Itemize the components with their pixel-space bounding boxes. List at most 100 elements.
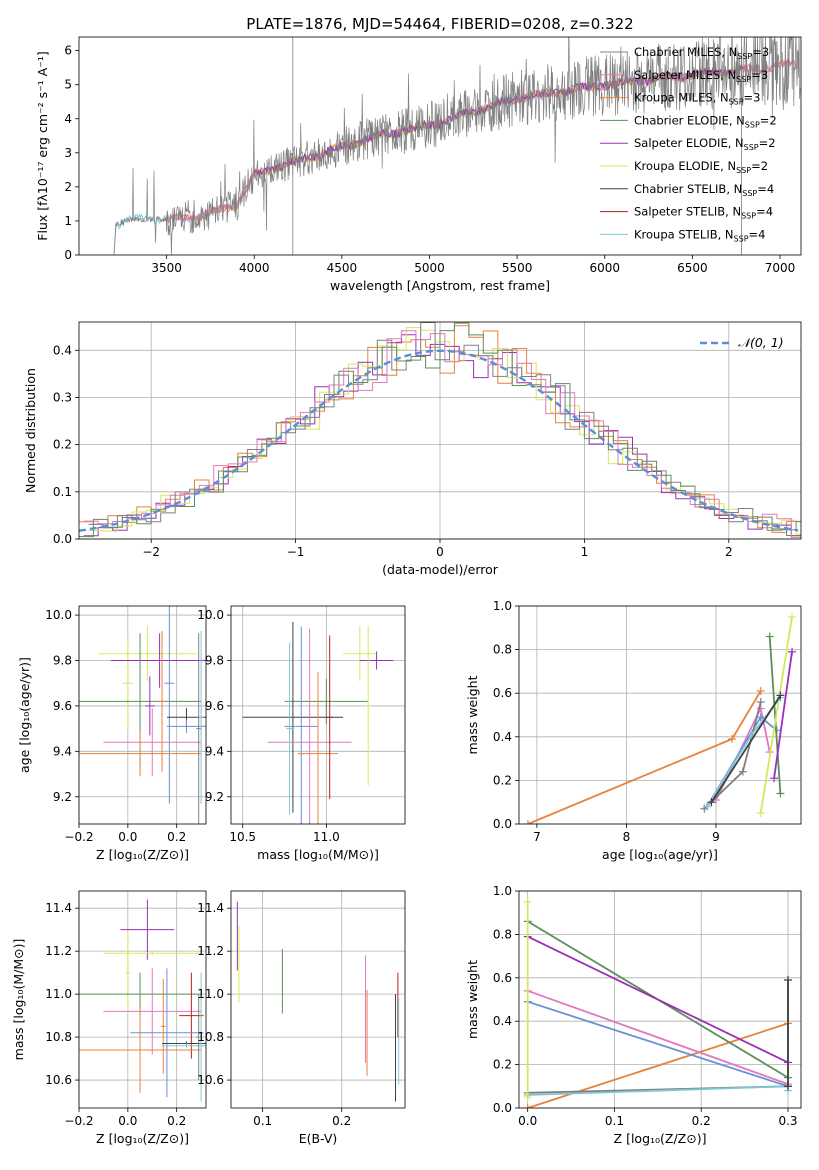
spectrum-ytick-label: 4	[64, 112, 72, 126]
mass_vs_Z-frame	[78, 890, 207, 1109]
mass_vs_ebv-xlabel: E(B-V)	[299, 1131, 338, 1146]
massweight_vs_age-ytick-label: 1.0	[493, 599, 512, 613]
age_vs_Z-ytick-label: 10.0	[45, 608, 72, 622]
massweight_vs_age-ytick-label: 0.6	[493, 686, 512, 700]
mass_vs_ebv-xtick-label: 0.1	[253, 1114, 272, 1128]
age_vs_Z-errorbar	[122, 637, 133, 729]
age_vs_Z-plot-area	[79, 606, 206, 824]
massweight_vs_Z-series-salpeter-elodie	[527, 935, 789, 1064]
age_vs_Z-errorbar	[166, 719, 206, 734]
age_vs_mass-frame	[230, 605, 406, 825]
massweight_vs_age-ytick-label: 0.8	[493, 643, 512, 657]
spectrum-ytick-label: 6	[64, 44, 72, 58]
age_vs_Z-errorbar	[103, 708, 202, 777]
mass_vs_Z-errorbar	[125, 931, 131, 1014]
age_vs_Z-ytick-label: 9.2	[53, 790, 72, 804]
residuals-ytick-label: 0.4	[53, 343, 72, 357]
residuals-frame	[78, 321, 802, 540]
age_vs_mass-xlabel: mass [log₁₀(M/M⊙)]	[257, 847, 379, 862]
massweight_vs_Z-series-extra	[527, 1000, 789, 1088]
mass_vs_ebv-axes: 0.1 0.2 10.6 10.8 11.0 11.2 11.4 E(B-V)	[197, 890, 406, 1146]
massweight_vs_age-ytick-label: 0.2	[493, 773, 512, 787]
mass_vs_ebv-plot-area	[236, 901, 400, 1102]
massweight_vs_age-series-chabrier-stelib	[710, 694, 782, 803]
residuals-ytick-label: 0.1	[53, 485, 72, 499]
massweight_vs_age-point	[770, 774, 779, 783]
legend-label: Salpeter ELODIE, NSSP=2	[634, 136, 776, 152]
legend-label: Chabrier ELODIE, NSSP=2	[634, 113, 777, 129]
age_vs_Z-errorbar	[164, 606, 175, 804]
spectrum-axes: 3500 4000 4500 5000 5500 6000 6500 7000 0 1 2 3 4 5 6 w…	[35, 36, 802, 293]
mass_vs_Z-xtick-label: 0.0	[118, 1114, 137, 1128]
mass_vs_ebv-ytick-label: 10.8	[197, 1030, 224, 1044]
mass_vs_Z-ytick-label: 11.2	[45, 944, 72, 958]
residuals-xlabel: (data-model)/error	[382, 562, 499, 577]
age_vs_Z-ylabel: age [log₁₀(age/yr)]	[17, 657, 32, 773]
spectrum-ytick-label: 5	[64, 78, 72, 92]
age_vs_mass-errorbar	[364, 626, 372, 786]
spectrum-ytick-label: 0	[64, 248, 72, 262]
massweight_vs_age-series-kroupa-elodie	[759, 616, 793, 814]
mass_vs_Z-errorbar	[160, 979, 166, 1074]
massweight_vs_Z-plot-area	[523, 897, 792, 1108]
massweight_vs_Z-point	[523, 1104, 532, 1108]
spectrum-legend-entry: Chabrier STELIB, NSSP=4	[600, 182, 774, 198]
mass_vs_ebv-xtick-label: 0.2	[332, 1114, 351, 1128]
age_vs_Z-errorbar	[157, 630, 167, 772]
massweight_vs_age-point	[756, 687, 765, 696]
mass_vs_Z-plot-area	[79, 899, 206, 1102]
massweight_vs_age-point	[788, 612, 797, 621]
massweight_vs_Z-axes: 0.0 0.1 0.2 0.3 0.0 0.2 0.4 0.6 0.8 1.0 Z [log₁₀(Z…	[465, 884, 802, 1146]
age_vs_Z-xtick-label: −0.2	[64, 830, 93, 844]
age_vs_mass-axes: 10.5 11.0 9.2 9.4 9.6 9.8 10.0 mass [log₁₀(M/M⊙…	[197, 605, 406, 862]
mass_vs_Z-errorbar	[179, 972, 204, 1059]
massweight_vs_Z-series-salpeter-miles	[527, 989, 789, 1085]
residual-histogram-chabrier-elodie	[79, 322, 801, 538]
massweight_vs_age-axes: 7 8 9 0.0 0.2 0.4 0.6 0.8 1.0 age [log₁₀(age/yr)]…	[465, 599, 802, 862]
mass_vs_Z-errorbar	[79, 1007, 202, 1093]
massweight_vs_Z-series-kroupa-stelib	[527, 1085, 789, 1096]
massweight_vs_age-xtick-label: 9	[712, 830, 720, 844]
spectrum-xtick-label: 7000	[765, 261, 796, 275]
mass_vs_Z-xlabel: Z [log₁₀(Z/Z⊙)]	[96, 1131, 189, 1146]
residuals-xtick-label: −2	[142, 545, 160, 559]
mass_vs_Z-ytick-label: 10.6	[45, 1073, 72, 1087]
age_vs_mass-ytick-label: 9.8	[205, 654, 224, 668]
mass_vs_Z-errorbar	[103, 951, 202, 956]
massweight_vs_Z-ytick-label: 1.0	[493, 884, 512, 898]
legend-label: Kroupa ELODIE, NSSP=2	[634, 159, 768, 175]
massweight_vs_age-ytick-label: 0.0	[493, 817, 512, 831]
residuals-ytick-label: 0.3	[53, 390, 72, 404]
spectrum-legend-entry: Chabrier MILES, NSSP=3	[600, 45, 769, 61]
spectrum-xtick-label: 4000	[239, 261, 270, 275]
residuals-ylabel: Normed distribution	[23, 368, 38, 493]
mass_vs_Z-errorbar	[198, 972, 204, 1102]
spectrum-ytick-label: 2	[64, 180, 72, 194]
gaussian-legend-label: 𝒩(0, 1)	[738, 335, 784, 350]
mass_vs_ebv-ytick-label: 11.4	[197, 901, 224, 915]
residuals-ytick-label: 0.0	[53, 532, 72, 546]
massweight_vs_age-point	[756, 697, 765, 706]
massweight_vs_age-ylabel: mass weight	[465, 675, 480, 754]
mass_vs_Z-axes: −0.2 0.0 0.2 10.6 10.8 11.0 11.2 11.4 Z [log₁₀(Z…	[11, 890, 207, 1146]
spectrum-legend-entry: Chabrier ELODIE, NSSP=2	[600, 113, 777, 129]
massweight_vs_Z-xtick-label: 0.1	[605, 1114, 624, 1128]
age_vs_Z-errorbar	[198, 630, 204, 804]
massweight_vs_age-frame	[518, 605, 802, 825]
massweight_vs_Z-point	[523, 1093, 532, 1102]
mass_vs_Z-errorbar	[130, 968, 204, 1098]
age_vs_mass-plot-area	[242, 621, 394, 824]
age_vs_mass-errorbar	[284, 626, 318, 824]
massweight_vs_Z-xtick-label: 0.2	[692, 1114, 711, 1128]
age_vs_mass-errorbar	[297, 671, 339, 824]
age_vs_Z-xtick-label: 0.0	[118, 830, 137, 844]
massweight_vs_age-point	[738, 767, 747, 776]
spectrum-ytick-label: 1	[64, 214, 72, 228]
spectrum-legend-entry: Salpeter ELODIE, NSSP=2	[600, 136, 776, 152]
legend-label: Chabrier MILES, NSSP=3	[634, 45, 769, 61]
age_vs_Z-errorbar	[98, 626, 197, 681]
massweight_vs_age-xtick-label: 7	[533, 830, 541, 844]
massweight_vs_age-point	[756, 809, 765, 818]
residuals-xtick-label: 2	[725, 545, 733, 559]
